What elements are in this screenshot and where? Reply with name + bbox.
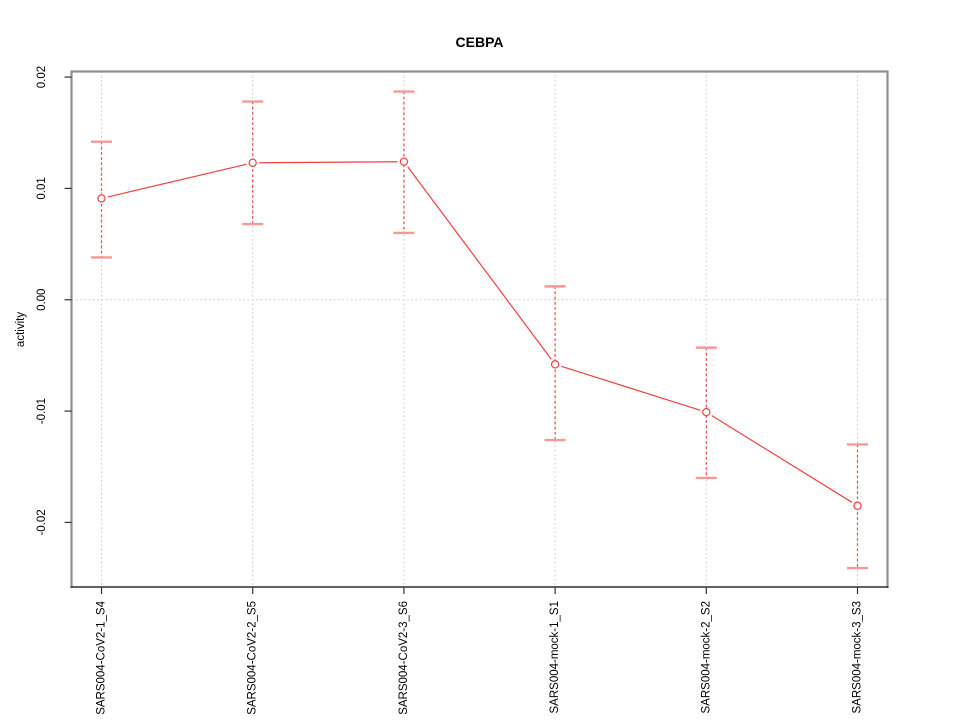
series-line-segment (711, 415, 853, 503)
data-point-marker (248, 158, 257, 167)
y-axis-label: activity (15, 312, 27, 347)
data-point-marker (399, 157, 409, 166)
y-tick-label: -0.01 (36, 398, 48, 424)
series-line-segment (561, 365, 701, 411)
y-tick-label: 0.02 (36, 66, 48, 88)
series-line-segment (259, 161, 398, 164)
x-tick-label: SARS004-CoV2-3_S6 (398, 601, 410, 715)
series-line-segment (407, 166, 552, 360)
x-tick-label: SARS004-CoV2-2_S5 (247, 601, 259, 715)
plot-area: 0.02 0.01 0.00 -0.01 -0.02 SARS004-CoV2-1_S4 S… (36, 66, 889, 715)
series-line-segment (107, 163, 247, 198)
y-tick-label: -0.02 (36, 509, 48, 535)
x-tick-label: SARS004-CoV2-1_S4 (96, 600, 108, 714)
data-point-marker (853, 501, 862, 510)
y-tick-label: 0.00 (36, 289, 48, 311)
x-tick-label: SARS004-mock-1_S1 (549, 601, 561, 714)
data-point-marker (702, 407, 711, 417)
data-point-marker (550, 360, 560, 369)
x-tick-label: SARS004-mock-3_S3 (852, 601, 864, 714)
y-tick-label: 0.01 (36, 177, 48, 199)
data-point-marker (97, 194, 106, 203)
x-tick-label: SARS004-mock-2_S2 (700, 601, 712, 714)
chart-title: CEBPA (456, 34, 504, 50)
